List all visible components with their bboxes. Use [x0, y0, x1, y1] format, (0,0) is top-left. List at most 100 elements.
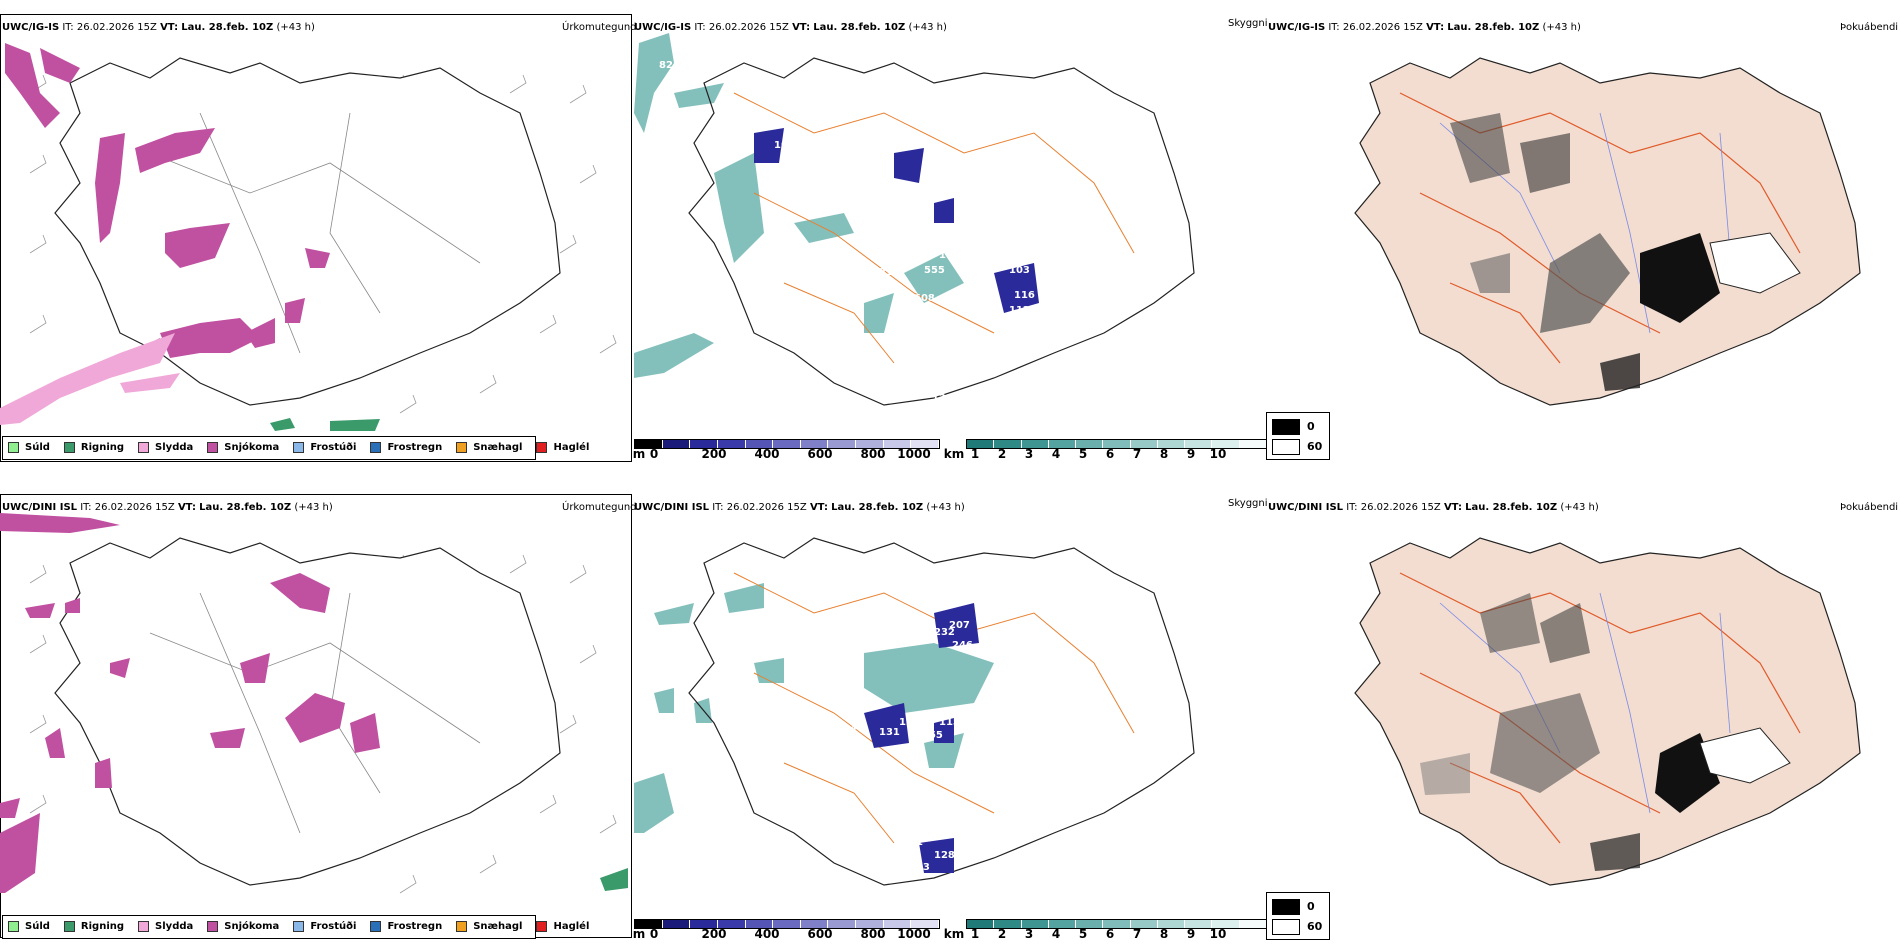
- vt-value: Lau. 28.feb. 10Z: [831, 502, 924, 513]
- height-ticks: m 0 200 400 600 800 1000: [632, 447, 938, 463]
- visibility-tick: 4: [1051, 927, 1061, 941]
- precip-map: [0, 513, 628, 894]
- legend-label: Slydda: [155, 442, 194, 453]
- visibility-tick: 10: [1209, 927, 1227, 941]
- lead-time: (+43 h): [908, 22, 947, 33]
- it-label: IT:: [1328, 22, 1340, 33]
- cloud-header: UWC/DINI ISL IT: 26.02.2026 15Z VT: Lau.…: [634, 502, 965, 513]
- iceland-outline: [688, 537, 1195, 886]
- lead-time: (+43 h): [1560, 502, 1599, 513]
- cloud-label: 101: [984, 717, 1005, 728]
- legend-swatch: [370, 442, 382, 453]
- visibility-tick: 2: [997, 447, 1007, 461]
- legend-label: Snjókoma: [224, 442, 280, 453]
- cloud-label: 133: [909, 862, 930, 873]
- vt-label: VT:: [160, 22, 179, 33]
- cloud-label: 120: [899, 717, 920, 728]
- cloud-label: 112: [1009, 305, 1030, 316]
- cloud-label: 128: [934, 850, 955, 861]
- visibility-tick: 8: [1159, 447, 1169, 461]
- cloud-map: 207 232 246 115 131 155 120 149 79 101 9…: [634, 537, 1195, 886]
- cloud-label: 79: [1018, 740, 1032, 751]
- cloud-label: 116: [1014, 290, 1035, 301]
- fog-key-white: [1272, 919, 1300, 935]
- legend-item-sudl: Súld: [8, 442, 50, 453]
- cloud-label: 115: [939, 250, 960, 261]
- legend-item-frostudi: Frostúði: [293, 921, 356, 932]
- legend-item-slydda: Slydda: [138, 921, 193, 932]
- vt-label: VT:: [1426, 22, 1445, 33]
- lead-time: (+43 h): [294, 502, 333, 513]
- legend-swatch: [138, 921, 150, 932]
- fog-header: UWC/IG-IS IT: 26.02.2026 15Z VT: Lau. 28…: [1268, 22, 1581, 33]
- legend-label: Rigning: [80, 921, 125, 932]
- cloud-base-areas: [864, 603, 979, 873]
- height-unit: m: [632, 927, 646, 941]
- fog-key-black: [1272, 419, 1300, 435]
- cloud-base-areas: [754, 128, 1039, 313]
- visibility-tick: 1: [970, 927, 980, 941]
- height-ticks: m 0 200 400 600 800 1000: [632, 927, 938, 943]
- legend-swatch: [207, 442, 219, 453]
- model-name: UWC/IG-IS: [634, 22, 692, 33]
- precip-legend-box: [2, 915, 536, 939]
- legend-swatch: [536, 442, 548, 453]
- visibility-unit: km: [943, 927, 965, 941]
- height-tick: 200: [701, 447, 727, 461]
- fog-key: 0 60: [1266, 892, 1330, 940]
- vt-label: VT:: [177, 502, 196, 513]
- legend-swatch: [536, 921, 548, 932]
- cloud-label: 93: [734, 145, 748, 156]
- height-tick: 600: [807, 927, 833, 941]
- visibility-ticks: km 1 2 3 4 5 6 7 8 9 10: [940, 447, 1270, 463]
- fog-key-white-label: 60: [1307, 440, 1323, 453]
- fog-dark-areas: [1450, 113, 1720, 391]
- legend-label: Haglél: [553, 921, 590, 932]
- legend-swatch: [207, 921, 219, 932]
- legend-item-frostregn: Frostregn: [370, 442, 442, 453]
- cloud-label: 232: [934, 627, 955, 638]
- legend-label: Snjókoma: [224, 921, 280, 932]
- legend-item-haglel: Haglél: [536, 921, 589, 932]
- visibility-tick: 1: [970, 447, 980, 461]
- height-tick: 400: [754, 927, 780, 941]
- vt-value: Lau. 28.feb. 10Z: [1447, 22, 1540, 33]
- fog-header: UWC/DINI ISL IT: 26.02.2026 15Z VT: Lau.…: [1268, 502, 1599, 513]
- rain-areas: [600, 868, 628, 891]
- height-tick: 400: [754, 447, 780, 461]
- precip-legend: Súld Rigning Slydda Snjókoma Frostúði Fr…: [8, 921, 603, 932]
- row-1: UWC/IG-IS IT: 26.02.2026 15Z VT: Lau. 28…: [0, 14, 1898, 463]
- cloud-map: 82 976 568 93 109 115 21 555 608 103 116…: [634, 33, 1195, 406]
- snow-areas: [5, 43, 330, 363]
- precip-legend-box: [2, 436, 536, 460]
- height-tick: 1000: [897, 447, 931, 461]
- fog-key-black-label: 0: [1307, 420, 1315, 433]
- vt-label: VT:: [792, 22, 811, 33]
- model-name: UWC/DINI ISL: [634, 502, 710, 513]
- model-name: UWC/DINI ISL: [2, 502, 78, 513]
- cloud-label: 149: [1009, 723, 1030, 734]
- cloud-label: 555: [924, 265, 945, 276]
- precip-title: Úrkomutegund: [562, 22, 637, 33]
- legend-swatch: [63, 921, 75, 932]
- visibility-colorbar: [966, 919, 1268, 929]
- cloud-label: 101: [904, 388, 925, 399]
- it-value: 26.02.2026 15Z: [1342, 22, 1423, 33]
- lead-time: (+43 h): [926, 502, 965, 513]
- fog-key-black: [1272, 899, 1300, 915]
- it-value: 26.02.2026 15Z: [726, 502, 807, 513]
- sleet-areas: [0, 333, 180, 425]
- vt-value: Lau. 28.feb. 10Z: [813, 22, 906, 33]
- cloud-label: 131: [879, 727, 900, 738]
- fog-map: [1354, 537, 1861, 886]
- height-unit: m: [632, 447, 646, 461]
- legend-swatch: [293, 442, 305, 453]
- legend-swatch: [456, 442, 468, 453]
- cloud-label: 155: [922, 730, 943, 741]
- legend-label: Súld: [25, 921, 50, 932]
- precip-map: [0, 43, 617, 431]
- it-label: IT:: [80, 502, 92, 513]
- fog-key-black-label: 0: [1307, 900, 1315, 913]
- legend-item-frostregn: Frostregn: [370, 921, 442, 932]
- height-tick: 0: [649, 447, 659, 461]
